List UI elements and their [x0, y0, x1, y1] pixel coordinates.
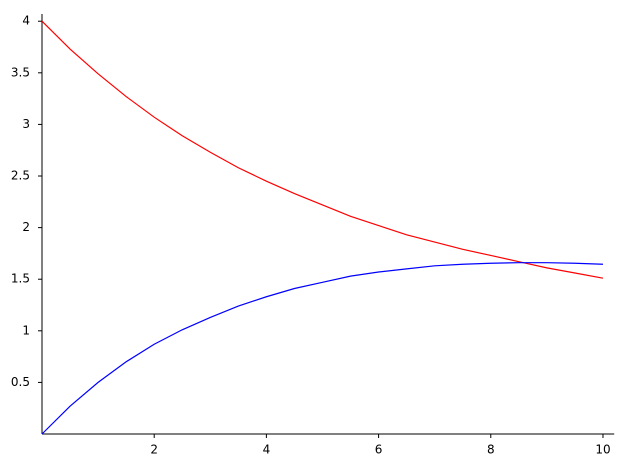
x-tick-label: 10 [595, 443, 610, 457]
y-tick-label: 3.5 [11, 65, 30, 79]
y-tick-label: 2.5 [11, 169, 30, 183]
x-tick-label: 4 [263, 443, 271, 457]
x-tick-label: 2 [150, 443, 158, 457]
y-tick-label: 1.5 [11, 272, 30, 286]
y-tick-label: 4 [22, 14, 30, 28]
y-tick-label: 0.5 [11, 375, 30, 389]
line [41, 20, 604, 279]
x-tick-label: 6 [375, 443, 383, 457]
y-tick-label: 2 [22, 220, 30, 234]
line [41, 262, 604, 435]
x-tick-label: 8 [487, 443, 495, 457]
y-tick-label: 3 [22, 117, 30, 131]
y-tick-label: 1 [22, 323, 30, 337]
